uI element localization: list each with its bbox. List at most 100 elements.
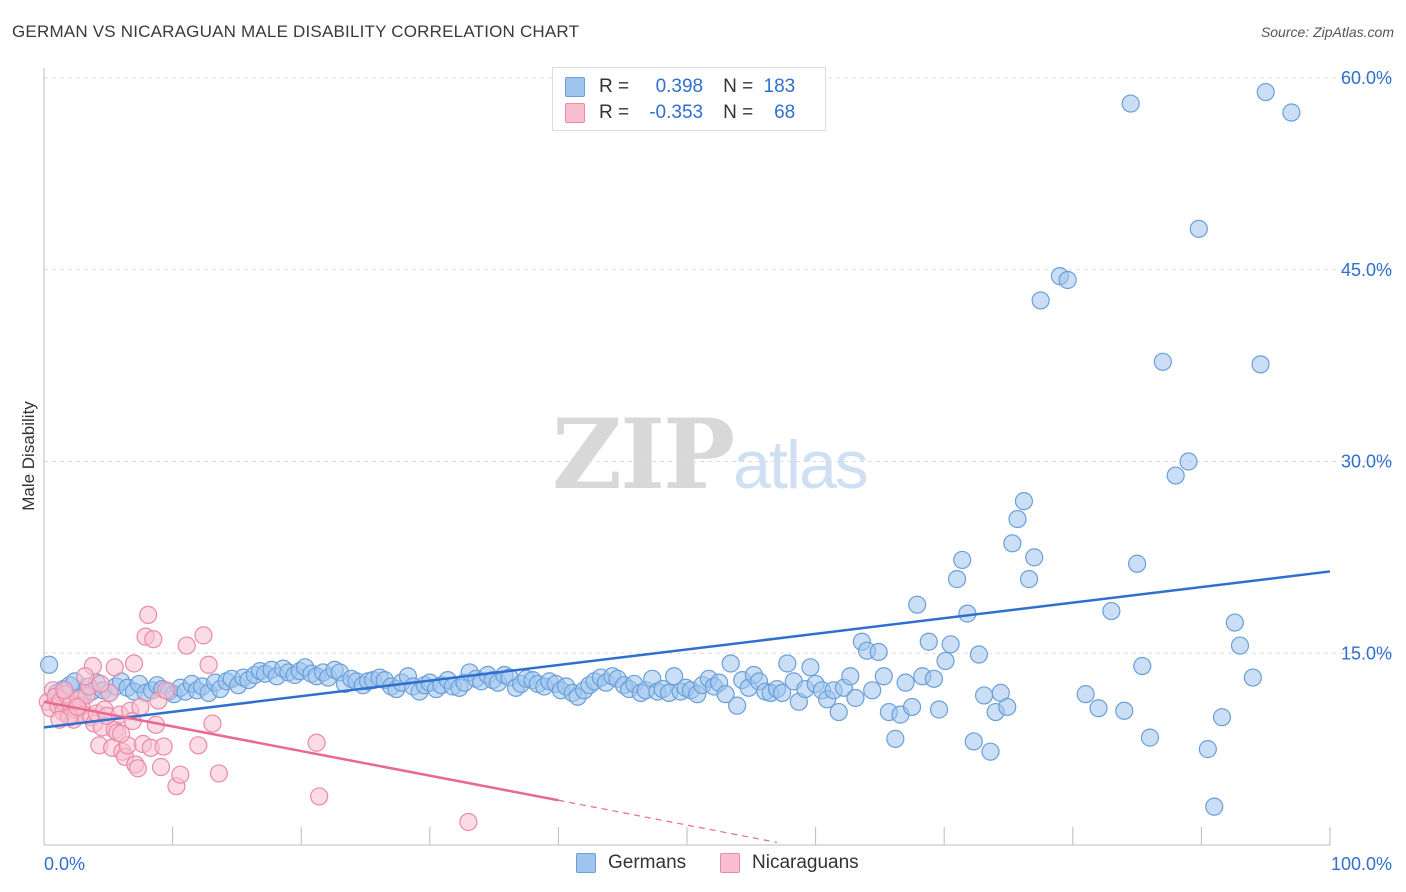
- data-point-germans: [974, 686, 994, 705]
- data-point-germans: [1166, 466, 1185, 485]
- data-point-germans: [1189, 219, 1208, 238]
- data-point-germans: [981, 742, 1000, 761]
- data-point-nicaraguans: [459, 812, 478, 832]
- legend-swatch-germans: [565, 77, 585, 97]
- data-point-nicaraguans: [55, 681, 74, 700]
- data-point-germans: [869, 642, 888, 662]
- data-point-germans: [1102, 601, 1121, 621]
- data-point-nicaraguans: [154, 737, 173, 756]
- data-point-germans: [936, 651, 955, 671]
- axes: [43, 68, 1331, 846]
- y-tick-label: 60.0%: [1341, 68, 1392, 88]
- data-point-germans: [801, 658, 820, 677]
- data-point-germans: [1019, 570, 1039, 589]
- data-point-germans: [896, 673, 915, 692]
- data-point-nicaraguans: [189, 736, 208, 755]
- data-point-germans: [908, 595, 927, 614]
- data-point-germans: [1140, 728, 1160, 747]
- correlation-legend: R = 0.398 N = 183 R = -0.353 N = 68: [552, 67, 826, 131]
- data-point-germans: [1243, 668, 1262, 687]
- data-point-germans: [728, 696, 747, 715]
- series-nicaraguans: [38, 605, 478, 832]
- data-point-nicaraguans: [128, 759, 147, 778]
- data-point-germans: [1256, 82, 1275, 102]
- data-point-germans: [1089, 699, 1108, 718]
- y-axis-label: Male Disability: [19, 401, 38, 511]
- data-point-germans: [665, 667, 684, 686]
- data-point-germans: [964, 732, 983, 751]
- data-point-germans: [40, 655, 59, 674]
- legend-label-germans: Germans: [608, 852, 687, 873]
- data-point-germans: [841, 667, 860, 686]
- data-point-nicaraguans: [203, 714, 222, 733]
- data-point-germans: [1230, 636, 1250, 655]
- legend-n-value: 68: [774, 102, 796, 123]
- data-point-germans: [721, 654, 740, 673]
- data-point-nicaraguans: [105, 658, 124, 677]
- x-tick-label: 100.0%: [1331, 854, 1392, 874]
- data-point-nicaraguans: [144, 630, 163, 649]
- data-point-germans: [953, 550, 972, 570]
- data-point-germans: [778, 654, 797, 673]
- data-point-germans: [1133, 656, 1152, 676]
- data-point-germans: [1115, 701, 1134, 720]
- data-point-germans: [1225, 613, 1244, 632]
- source-label: Source: ZipAtlas.com: [1260, 24, 1394, 40]
- data-point-germans: [829, 702, 848, 722]
- data-point-nicaraguans: [194, 626, 213, 645]
- trend-line-nicaraguans-extension: [558, 799, 778, 844]
- data-point-germans: [1205, 797, 1224, 816]
- y-tick-label: 45.0%: [1341, 260, 1392, 280]
- data-point-germans: [929, 700, 949, 719]
- legend-n-label: N =: [723, 102, 754, 123]
- data-point-germans: [716, 685, 735, 704]
- data-point-nicaraguans: [310, 787, 329, 806]
- data-point-germans: [1025, 548, 1044, 567]
- data-point-nicaraguans: [177, 636, 196, 655]
- data-point-germans: [1003, 534, 1022, 553]
- legend-r-value: 0.398: [655, 76, 704, 97]
- data-point-nicaraguans: [76, 667, 95, 686]
- data-point-germans: [1031, 291, 1050, 310]
- grid-lines: [44, 77, 1392, 654]
- data-point-germans: [1058, 270, 1077, 290]
- data-point-nicaraguans: [124, 654, 144, 673]
- series-legend: Germans Nicaraguans: [0, 852, 1406, 878]
- data-point-nicaraguans: [307, 733, 326, 752]
- legend-label-nicaraguans: Nicaraguans: [752, 852, 859, 873]
- data-point-germans: [1121, 94, 1140, 113]
- trend-lines: [43, 570, 1331, 844]
- data-point-germans: [1008, 509, 1027, 529]
- data-point-germans: [846, 688, 865, 708]
- data-point-nicaraguans: [91, 674, 110, 694]
- series-germans: [40, 82, 1301, 816]
- data-point-germans: [1014, 492, 1034, 511]
- data-point-germans: [969, 645, 989, 664]
- tick-labels: 15.0% 30.0% 45.0% 60.0% 0.0% 100.0%: [44, 68, 1392, 874]
- legend-row-germans: R = 0.398 N = 183: [565, 75, 795, 99]
- legend-swatch-nicaraguans: [565, 103, 585, 123]
- chart-title: GERMAN VS NICARAGUAN MALE DISABILITY COR…: [12, 22, 580, 41]
- data-point-nicaraguans: [171, 765, 190, 784]
- data-point-germans: [1127, 554, 1147, 573]
- legend-r-label: R =: [599, 102, 630, 123]
- legend-item-nicaraguans[interactable]: Nicaraguans: [720, 852, 859, 874]
- data-point-nicaraguans: [131, 697, 150, 717]
- legend-item-germans[interactable]: Germans: [576, 852, 686, 874]
- y-tick-label: 15.0%: [1341, 643, 1392, 663]
- legend-swatch-nicaraguans: [720, 853, 740, 873]
- data-point-germans: [1212, 708, 1232, 727]
- data-point-germans: [874, 667, 893, 686]
- data-point-germans: [1153, 352, 1172, 371]
- legend-row-nicaraguans: R = -0.353 N = 68: [565, 101, 795, 125]
- data-point-germans: [1251, 355, 1270, 374]
- data-point-germans: [919, 632, 938, 651]
- data-point-nicaraguans: [157, 681, 176, 700]
- data-point-nicaraguans: [139, 605, 158, 625]
- data-point-germans: [1179, 452, 1198, 471]
- x-tick-label: 0.0%: [44, 854, 85, 874]
- data-point-germans: [941, 635, 960, 654]
- data-point-nicaraguans: [151, 757, 171, 777]
- legend-n-value: 183: [763, 76, 796, 97]
